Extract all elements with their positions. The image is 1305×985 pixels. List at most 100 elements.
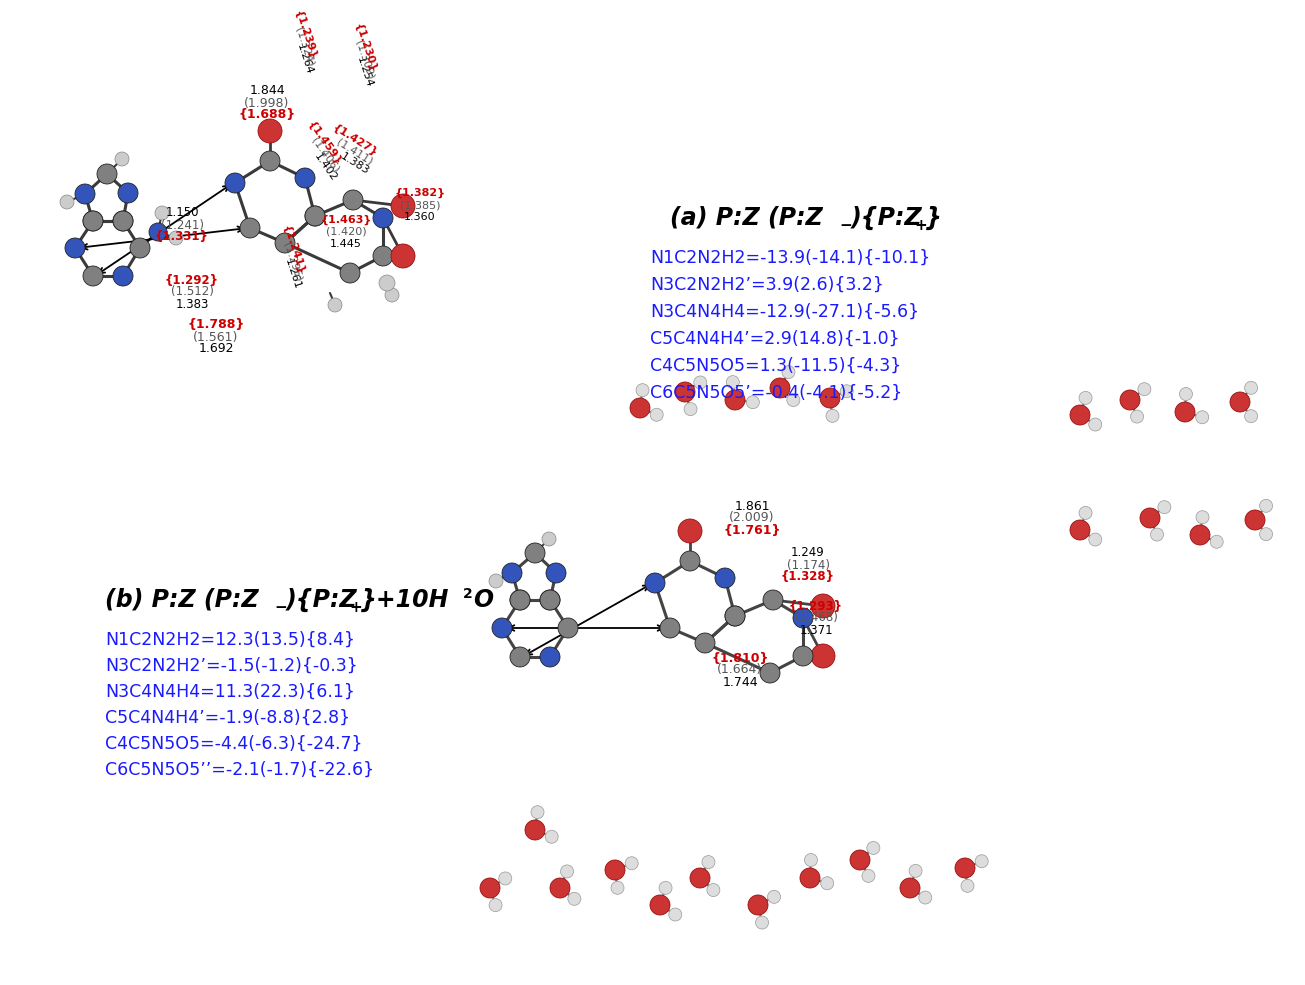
Circle shape — [224, 173, 245, 193]
Circle shape — [636, 384, 649, 397]
Circle shape — [258, 119, 282, 143]
Text: (1.324): (1.324) — [294, 27, 316, 68]
Circle shape — [707, 884, 720, 896]
Circle shape — [65, 238, 85, 258]
Circle shape — [545, 830, 559, 843]
Circle shape — [328, 298, 342, 312]
Text: (1.241): (1.241) — [161, 219, 204, 231]
Circle shape — [540, 647, 560, 667]
Text: 1.261: 1.261 — [283, 257, 303, 291]
Circle shape — [810, 594, 835, 618]
Circle shape — [630, 398, 650, 418]
Circle shape — [821, 877, 834, 889]
Circle shape — [763, 590, 783, 610]
Circle shape — [1079, 391, 1092, 405]
Circle shape — [385, 288, 399, 302]
Circle shape — [645, 573, 666, 593]
Circle shape — [170, 231, 183, 245]
Text: (a) P:Z (P:Z: (a) P:Z (P:Z — [669, 206, 822, 230]
Text: N1C2N2H2=-13.9(-14.1){-10.1}: N1C2N2H2=-13.9(-14.1){-10.1} — [650, 249, 930, 267]
Text: N1C2N2H2=12.3(13.5){8.4}: N1C2N2H2=12.3(13.5){8.4} — [104, 631, 355, 649]
Text: {1.459}: {1.459} — [307, 119, 345, 167]
Circle shape — [726, 390, 745, 410]
Circle shape — [275, 233, 295, 253]
Circle shape — [1070, 405, 1090, 425]
Circle shape — [826, 410, 839, 423]
Circle shape — [694, 376, 707, 389]
Circle shape — [540, 590, 560, 610]
Circle shape — [960, 880, 974, 892]
Circle shape — [900, 878, 920, 898]
Text: 1.445: 1.445 — [330, 239, 361, 249]
Circle shape — [510, 590, 530, 610]
Text: O: O — [472, 588, 493, 612]
Circle shape — [1138, 382, 1151, 396]
Text: −: − — [274, 600, 287, 615]
Circle shape — [114, 266, 133, 286]
Circle shape — [910, 865, 923, 878]
Circle shape — [1259, 528, 1272, 541]
Text: (b) P:Z (P:Z: (b) P:Z (P:Z — [104, 588, 258, 612]
Circle shape — [675, 382, 696, 402]
Text: 1.150: 1.150 — [166, 207, 198, 220]
Circle shape — [489, 574, 502, 588]
Circle shape — [650, 895, 669, 915]
Circle shape — [767, 890, 780, 903]
Text: {1.788}: {1.788} — [188, 318, 245, 332]
Circle shape — [1195, 411, 1208, 424]
Circle shape — [510, 590, 530, 610]
Text: (1.385): (1.385) — [399, 200, 440, 210]
Text: (1.998): (1.998) — [244, 97, 290, 109]
Text: {1.293}: {1.293} — [790, 600, 843, 613]
Circle shape — [680, 551, 699, 571]
Text: }+10H: }+10H — [360, 588, 449, 612]
Text: 1.264: 1.264 — [295, 42, 315, 76]
Text: {1.427}: {1.427} — [330, 122, 380, 158]
Circle shape — [650, 408, 663, 422]
Circle shape — [84, 266, 103, 286]
Circle shape — [861, 870, 874, 883]
Text: ){P:Z: ){P:Z — [851, 206, 923, 230]
Circle shape — [715, 568, 735, 588]
Text: 1.383: 1.383 — [339, 152, 371, 176]
Circle shape — [305, 206, 325, 226]
Circle shape — [804, 854, 817, 867]
Text: N3C2N2H2’=3.9(2.6){3.2}: N3C2N2H2’=3.9(2.6){3.2} — [650, 276, 883, 294]
Circle shape — [155, 206, 170, 220]
Text: {1.331}: {1.331} — [155, 230, 209, 243]
Text: (2.009): (2.009) — [729, 511, 775, 524]
Text: 1.692: 1.692 — [198, 343, 234, 356]
Circle shape — [341, 263, 360, 283]
Circle shape — [74, 184, 95, 204]
Circle shape — [540, 590, 560, 610]
Circle shape — [1079, 506, 1092, 519]
Circle shape — [510, 647, 530, 667]
Text: 2: 2 — [463, 587, 472, 601]
Text: 1.249: 1.249 — [791, 547, 825, 559]
Circle shape — [1245, 510, 1265, 530]
Text: (1.411): (1.411) — [335, 137, 375, 167]
Circle shape — [499, 872, 512, 885]
Circle shape — [1141, 508, 1160, 528]
Circle shape — [373, 208, 393, 228]
Circle shape — [679, 519, 702, 543]
Text: (1.420): (1.420) — [326, 227, 367, 237]
Circle shape — [1190, 525, 1210, 545]
Text: C4C5N5O5=-4.4(-6.3){-24.7}: C4C5N5O5=-4.4(-6.3){-24.7} — [104, 735, 363, 753]
Text: {1.761}: {1.761} — [723, 523, 780, 537]
Circle shape — [782, 365, 795, 378]
Circle shape — [149, 223, 167, 241]
Text: C4C5N5O5=1.3(-11.5){-4.3}: C4C5N5O5=1.3(-11.5){-4.3} — [650, 357, 902, 375]
Circle shape — [305, 206, 325, 226]
Circle shape — [1120, 390, 1141, 410]
Text: N3C2N2H2’=-1.5(-1.2){-0.3}: N3C2N2H2’=-1.5(-1.2){-0.3} — [104, 657, 358, 675]
Text: (1.406): (1.406) — [309, 136, 341, 174]
Circle shape — [760, 663, 780, 683]
Circle shape — [756, 916, 769, 929]
Text: }: } — [925, 206, 942, 230]
Circle shape — [1088, 418, 1101, 431]
Text: C5C4N4H4’=-1.9(-8.8){2.8}: C5C4N4H4’=-1.9(-8.8){2.8} — [104, 709, 350, 727]
Circle shape — [84, 211, 103, 231]
Text: (1.174): (1.174) — [787, 558, 830, 571]
Circle shape — [568, 892, 581, 905]
